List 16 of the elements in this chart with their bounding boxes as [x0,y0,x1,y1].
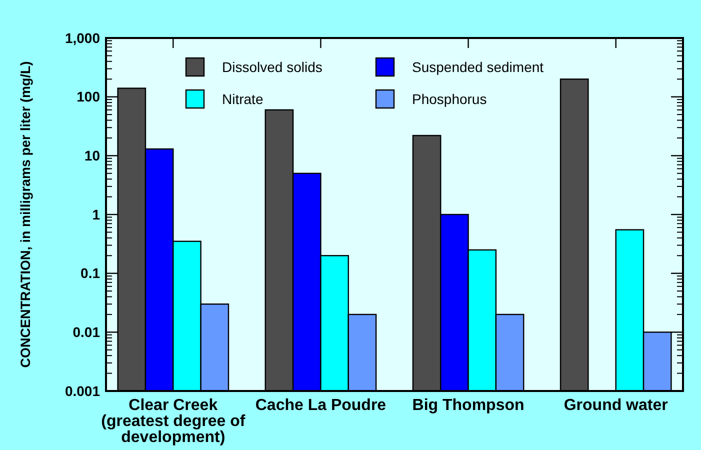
legend-label: Phosphorus [412,90,487,107]
y-tick-label: 0.1 [80,265,100,282]
legend-label: Dissolved solids [222,58,322,75]
x-tick-label: Ground water [564,397,668,414]
x-tick-label: Clear Creek (greatest degree of development) [101,397,246,446]
y-tick-label: 0.01 [72,324,100,340]
y-tick-label: 1 [92,206,100,222]
y-tick-label: 1,000 [64,30,100,46]
y-tick-label: 10 [84,148,100,164]
y-tick-label: 100 [76,88,100,105]
y-tick-label: 0.001 [64,382,100,399]
x-tick-label: Big Thompson [412,397,524,414]
legend-label: Nitrate [222,90,264,107]
y-axis-title: CONCENTRATION, in milligrams per liter (mg/L) [18,61,33,368]
legend-label: Suspended sediment [412,58,544,75]
x-tick-label: Cache La Poudre [255,397,386,414]
